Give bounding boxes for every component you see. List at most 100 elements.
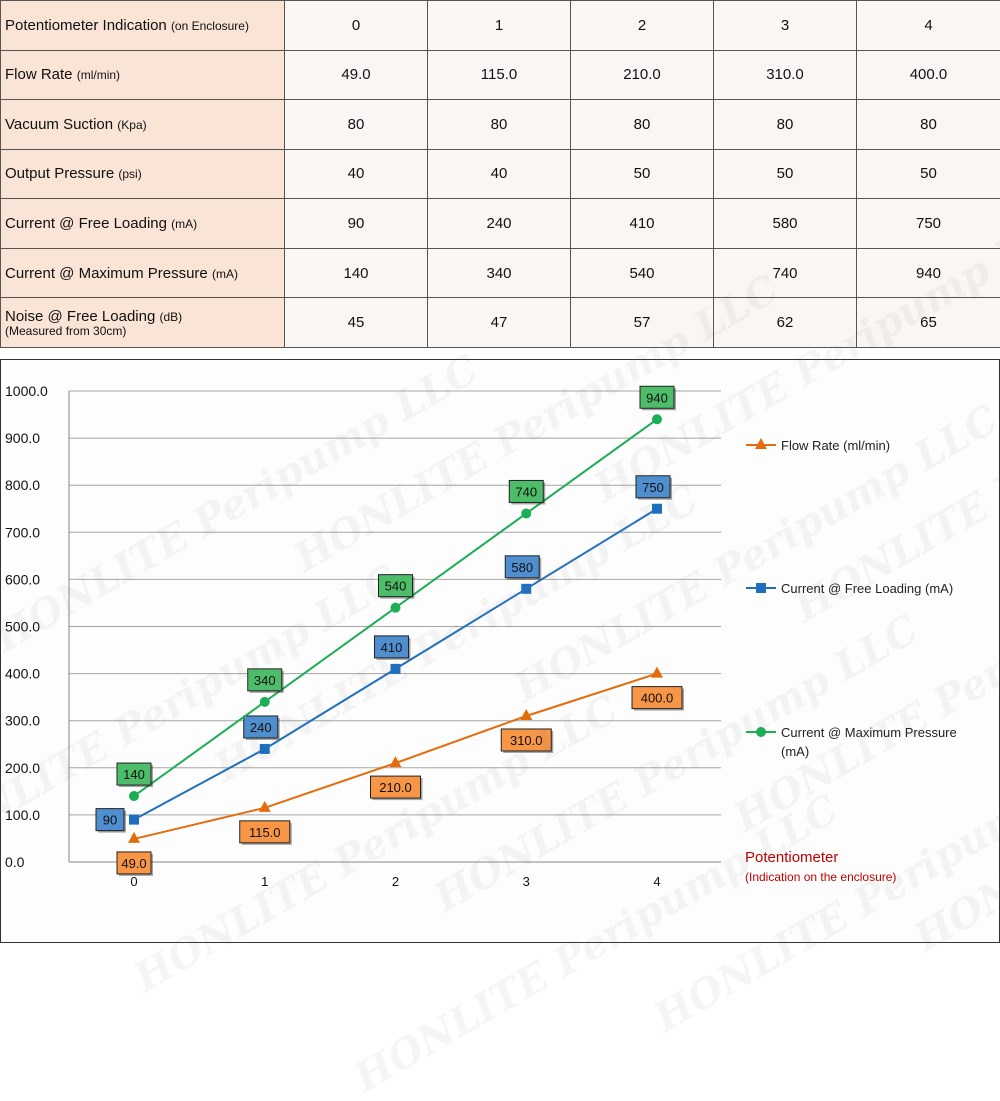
data-label: 750 <box>642 480 664 495</box>
row-label: Potentiometer Indication (on Enclosure) <box>1 1 285 51</box>
table-cell: 580 <box>714 199 857 249</box>
table-cell: 310.0 <box>714 50 857 100</box>
data-label: 210.0 <box>379 780 412 795</box>
table-cell: 49.0 <box>285 50 428 100</box>
y-tick-label: 0.0 <box>5 854 25 870</box>
table-row: Noise @ Free Loading (dB)(Measured from … <box>1 298 1000 348</box>
data-label: 240 <box>250 720 272 735</box>
data-label: 580 <box>511 560 533 575</box>
legend-label-cont: (mA) <box>781 744 809 759</box>
table-cell: 115.0 <box>428 50 571 100</box>
row-label-text: Potentiometer Indication <box>5 17 171 34</box>
table-cell: 750 <box>857 199 1000 249</box>
data-point-circle <box>652 414 662 424</box>
table-cell: 4 <box>857 1 1000 51</box>
x-tick-label: 3 <box>523 874 530 889</box>
row-label-unit: (mA) <box>171 217 197 231</box>
table-cell: 80 <box>857 100 1000 150</box>
row-label-text: Output Pressure <box>5 165 118 182</box>
row-label: Current @ Free Loading (mA) <box>1 199 285 249</box>
y-tick-label: 800.0 <box>5 477 40 493</box>
data-label: 115.0 <box>249 825 281 840</box>
table-cell: 340 <box>428 248 571 298</box>
spec-table-body: Potentiometer Indication (on Enclosure)0… <box>1 1 1000 348</box>
line-chart: 0.0 100.0 200.0 300.0 400.0 500.0 600.0 700.0 80… <box>1 360 999 942</box>
y-tick-label: 200.0 <box>5 760 40 776</box>
data-point-circle <box>391 603 401 613</box>
data-label: 140 <box>123 767 145 782</box>
y-tick-label: 900.0 <box>5 430 40 446</box>
table-cell: 45 <box>285 298 428 348</box>
spec-table: Potentiometer Indication (on Enclosure)0… <box>0 0 1000 348</box>
data-point-square <box>391 664 401 674</box>
y-tick-label: 500.0 <box>5 619 40 635</box>
x-tick-label: 4 <box>653 874 660 889</box>
table-cell: 50 <box>571 149 714 199</box>
data-point-circle <box>521 508 531 518</box>
row-label: Noise @ Free Loading (dB)(Measured from … <box>1 298 285 348</box>
table-cell: 47 <box>428 298 571 348</box>
table-cell: 240 <box>428 199 571 249</box>
table-cell: 80 <box>714 100 857 150</box>
table-cell: 410 <box>571 199 714 249</box>
data-point-circle <box>129 791 139 801</box>
row-label-text: Current @ Free Loading <box>5 215 171 232</box>
data-point-triangle <box>651 667 663 678</box>
table-cell: 1 <box>428 1 571 51</box>
data-label: 540 <box>385 579 407 594</box>
y-tick-label: 700.0 <box>5 524 40 540</box>
table-cell: 940 <box>857 248 1000 298</box>
y-tick-label: 1000.0 <box>5 383 48 399</box>
data-label: 410 <box>381 640 403 655</box>
table-cell: 57 <box>571 298 714 348</box>
data-point-circle <box>756 727 766 737</box>
table-cell: 80 <box>428 100 571 150</box>
row-label-unit: (ml/min) <box>77 68 120 82</box>
data-label: 49.0 <box>121 856 146 871</box>
x-axis-subtitle: (Indication on the enclosure) <box>745 870 896 884</box>
row-label: Flow Rate (ml/min) <box>1 50 285 100</box>
table-cell: 80 <box>285 100 428 150</box>
x-tick-label: 2 <box>392 874 399 889</box>
row-label-text: Vacuum Suction <box>5 116 117 133</box>
legend-label: Flow Rate (ml/min) <box>781 438 890 453</box>
y-tick-label: 300.0 <box>5 713 40 729</box>
row-label-note: (Measured from 30cm) <box>5 325 280 338</box>
x-tick-label: 1 <box>261 874 268 889</box>
y-tick-label: 600.0 <box>5 571 40 587</box>
row-label-text: Flow Rate <box>5 66 77 83</box>
table-cell: 40 <box>428 149 571 199</box>
table-cell: 140 <box>285 248 428 298</box>
data-point-square <box>260 744 270 754</box>
table-cell: 2 <box>571 1 714 51</box>
legend-label: Current @ Free Loading (mA) <box>781 581 953 596</box>
data-point-triangle <box>755 438 767 449</box>
data-label: 940 <box>646 390 668 405</box>
row-label-text: Noise @ Free Loading <box>5 308 159 325</box>
table-cell: 3 <box>714 1 857 51</box>
data-point-square <box>652 504 662 514</box>
x-axis-title: Potentiometer <box>745 849 838 866</box>
row-label-unit: (psi) <box>118 167 141 181</box>
row-label-unit: (dB) <box>159 310 182 324</box>
data-label: 310.0 <box>510 733 543 748</box>
table-cell: 90 <box>285 199 428 249</box>
table-cell: 50 <box>857 149 1000 199</box>
x-tick-label: 0 <box>130 874 137 889</box>
y-tick-label: 400.0 <box>5 666 40 682</box>
table-cell: 50 <box>714 149 857 199</box>
row-label-unit: (mA) <box>212 267 238 281</box>
row-label: Output Pressure (psi) <box>1 149 285 199</box>
row-label: Current @ Maximum Pressure (mA) <box>1 248 285 298</box>
data-label: 400.0 <box>641 691 674 706</box>
data-point-square <box>129 815 139 825</box>
data-point-square <box>756 583 766 593</box>
table-cell: 62 <box>714 298 857 348</box>
y-tick-label: 100.0 <box>5 807 40 823</box>
